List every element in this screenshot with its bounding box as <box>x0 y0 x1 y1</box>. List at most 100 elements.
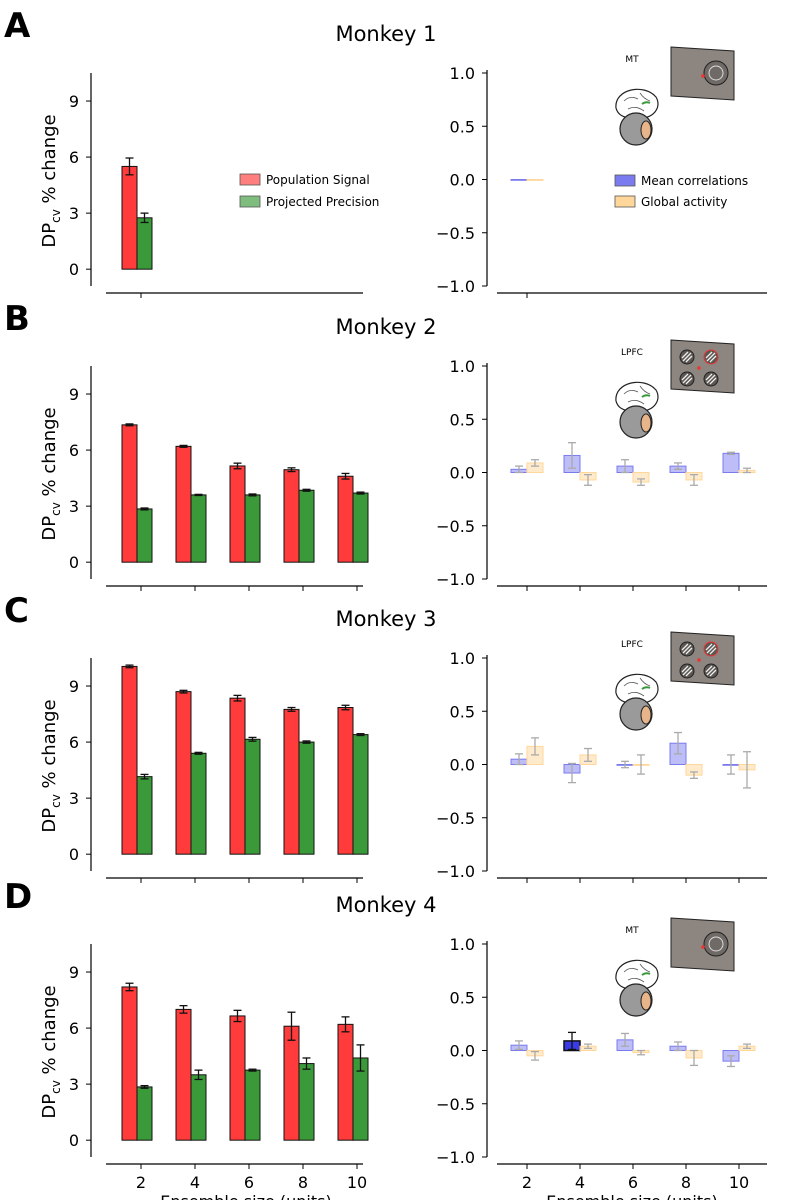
left-x-tick-label: 8 <box>298 1173 308 1192</box>
right-y-tick-label: 0.5 <box>450 702 475 721</box>
fixation-point-icon <box>701 945 705 949</box>
ylabel-main: DP <box>39 808 60 833</box>
right-y-tick-label: 0.0 <box>450 171 475 190</box>
left-x-tick-label: 10 <box>347 1173 367 1192</box>
left-y-axis-label: DPcv % change <box>39 699 63 832</box>
population-signal-bar <box>337 475 354 563</box>
stimulus-screen <box>670 339 735 394</box>
stimulus-screen <box>670 631 735 686</box>
right-y-tick-label: 1.0 <box>450 935 475 954</box>
population-signal-bar <box>229 697 246 855</box>
left-y-tick-label: 9 <box>69 677 79 696</box>
panel-title: Monkey 3 <box>335 607 436 631</box>
brain-sulci-icon <box>623 92 651 112</box>
brain-sulci-icon <box>623 677 651 697</box>
panel-d: D Monkey 4 0 3 6 9 DPcv % change 1.0 0.5 0.0 −0.5 −… <box>4 877 767 1204</box>
legend-swatch <box>614 174 636 187</box>
right-y-tick-label: 0.5 <box>450 410 475 429</box>
right-y-tick-label: −0.5 <box>436 224 475 243</box>
right-y-tick-label: 0.0 <box>450 756 475 775</box>
ylabel-rest: % change <box>39 114 60 209</box>
legend-label: Projected Precision <box>266 195 379 209</box>
projected-precision-bar <box>298 741 315 855</box>
grating-stripes-icon <box>705 665 717 677</box>
brain-area-label: MT <box>625 55 639 65</box>
fixation-point-icon <box>701 74 705 78</box>
left-y-tick-label: 0 <box>69 845 79 864</box>
right-y-tick-label: −1.0 <box>436 862 475 881</box>
right-x-tick-label: 8 <box>681 1173 691 1192</box>
grating-stripes-icon <box>681 665 693 677</box>
population-signal-bar <box>121 165 138 270</box>
projected-precision-bar <box>136 1086 153 1141</box>
ylabel-rest: % change <box>39 407 60 502</box>
legend-left: Population Signal Projected Precision <box>239 173 379 209</box>
stimulus-screen <box>670 917 735 972</box>
left-y-tick-label: 3 <box>69 1075 79 1094</box>
right-x-tick-label: 2 <box>522 1173 532 1192</box>
left-y-axis-label: DPcv % change <box>39 985 63 1118</box>
monkey-face-icon <box>640 705 652 725</box>
grating-stripes-icon <box>705 351 717 363</box>
recording-site-icon <box>641 394 651 398</box>
projected-precision-bar <box>244 1069 261 1141</box>
fixation-point-icon <box>697 658 701 662</box>
ylabel-sub: cv <box>49 794 63 808</box>
ylabel-main: DP <box>39 1094 60 1119</box>
panel-a: A Monkey 1 0 3 6 9 DPcv % change 1.0 0.5 0.0 −0.5 −… <box>4 6 767 298</box>
panel-b: B Monkey 2 0 3 6 9 DPcv % change 1.0 0.5 0.0 −0.5 −… <box>4 299 767 591</box>
right-y-tick-label: 1.0 <box>450 64 475 83</box>
population-signal-bar <box>121 986 138 1141</box>
projected-precision-bar <box>244 494 261 563</box>
left-x-tick-label: 4 <box>190 1173 200 1192</box>
right-y-tick-label: −1.0 <box>436 570 475 589</box>
projected-precision-bar <box>136 217 153 270</box>
ylabel-main: DP <box>39 223 60 248</box>
right-y-tick-label: 1.0 <box>450 357 475 376</box>
population-signal-bar <box>337 1023 354 1141</box>
right-y-tick-label: 1.0 <box>450 649 475 668</box>
right-y-tick-label: 0.0 <box>450 464 475 483</box>
grating-stripes-icon <box>681 643 693 655</box>
brain-area-label: MT <box>625 926 639 936</box>
projected-precision-bar <box>190 1074 207 1141</box>
left-y-tick-label: 6 <box>69 1019 79 1038</box>
population-signal-bar <box>283 469 300 563</box>
panel-c: C Monkey 3 0 3 6 9 DPcv % change 1.0 0.5 0.0 −0.5 −… <box>4 591 767 883</box>
population-signal-bar <box>283 1025 300 1141</box>
population-signal-bar <box>121 424 138 563</box>
brain-icon <box>615 959 659 990</box>
left-y-tick-label: 6 <box>69 733 79 752</box>
left-y-axis-label: DPcv % change <box>39 114 63 247</box>
brain-sulci-icon <box>623 963 651 983</box>
population-signal-bar <box>229 465 246 563</box>
brain-icon <box>615 381 659 412</box>
random-dot-patch-icon <box>703 60 729 86</box>
left-y-tick-label: 9 <box>69 963 79 982</box>
left-x-axis-label: Ensemble size (units) <box>160 1192 331 1200</box>
legend-swatch <box>239 195 261 208</box>
right-y-tick-label: −0.5 <box>436 809 475 828</box>
projected-precision-bar <box>244 738 261 855</box>
monkey-face-icon <box>640 991 652 1011</box>
brain-sulci-icon <box>623 385 651 405</box>
projected-precision-bar <box>352 492 369 563</box>
left-y-tick-label: 6 <box>69 148 79 167</box>
random-dot-patch-icon <box>703 931 729 957</box>
right-y-tick-label: −0.5 <box>436 517 475 536</box>
right-y-tick-label: 0.5 <box>450 117 475 136</box>
legend-label: Mean correlations <box>641 174 748 188</box>
projected-precision-bar <box>352 734 369 855</box>
monkey-face-icon <box>640 413 652 433</box>
brain-area-label: LPFC <box>621 348 643 358</box>
projected-precision-bar <box>136 776 153 855</box>
grating-stripes-icon <box>705 373 717 385</box>
left-x-tick-label: 2 <box>136 1173 146 1192</box>
panel-title: Monkey 2 <box>335 315 436 339</box>
mean-correlations-bar <box>510 179 528 181</box>
projected-precision-bar <box>190 752 207 855</box>
right-y-tick-label: −1.0 <box>436 1148 475 1167</box>
panel-title: Monkey 1 <box>335 22 436 46</box>
legend-swatch <box>239 173 261 186</box>
